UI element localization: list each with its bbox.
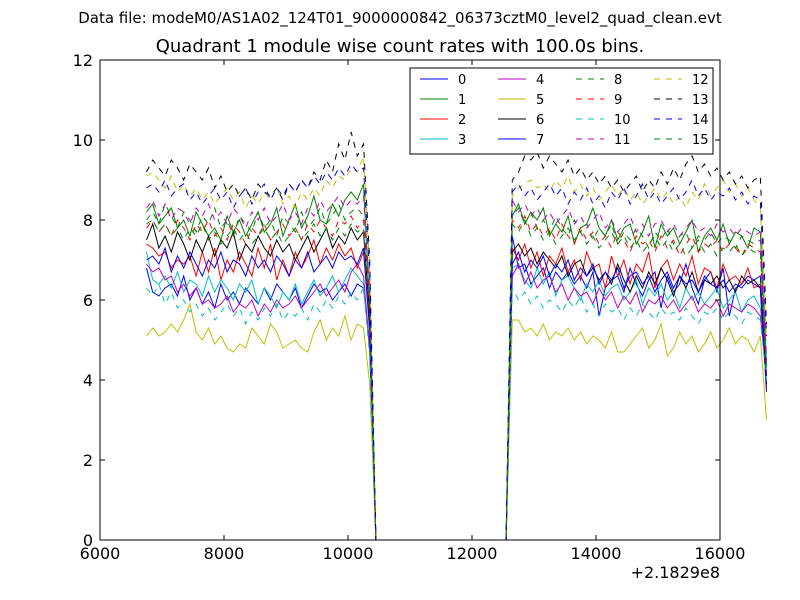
chart-suptitle: Data file: modeM0/AS1A02_124T01_90000008… [78,9,722,27]
series-line-6 [146,222,767,541]
y-tick-label: 6 [83,291,93,310]
y-tick-label: 0 [83,531,93,550]
legend-label-12: 12 [692,73,709,88]
series-line-10 [146,282,767,541]
legend-label-10: 10 [614,113,631,128]
legend-label-15: 15 [692,133,709,148]
x-tick-label: 14000 [571,544,622,563]
series-line-5 [146,302,767,541]
legend-label-4: 4 [536,73,544,88]
y-tick-label: 4 [83,371,93,390]
y-tick-label: 2 [83,451,93,470]
legend-label-1: 1 [458,93,466,108]
legend-label-14: 14 [692,113,709,128]
legend-label-9: 9 [614,93,622,108]
y-tick-label: 10 [73,131,93,150]
legend-label-0: 0 [458,73,466,88]
x-tick-label: 6000 [80,544,121,563]
legend-label-11: 11 [614,133,631,148]
x-tick-label: 10000 [323,544,374,563]
legend-label-6: 6 [536,113,544,128]
series-line-11 [146,194,767,541]
series-line-13 [146,131,767,541]
series-line-4 [146,262,767,541]
y-tick-label: 8 [83,211,93,230]
legend-label-7: 7 [536,133,544,148]
x-tick-label: 12000 [447,544,498,563]
legend-label-5: 5 [536,93,544,108]
legend-label-13: 13 [692,93,709,108]
legend-box [409,67,714,155]
x-offset-label: +2.1829e8 [631,563,720,582]
chart-title: Quadrant 1 module wise count rates with … [155,36,645,57]
y-tick-label: 12 [73,51,93,70]
series-line-1 [146,183,767,541]
legend-label-8: 8 [614,73,622,88]
legend-label-3: 3 [458,133,466,148]
series-layer [146,131,767,541]
x-tick-label: 8000 [204,544,245,563]
series-line-15 [146,218,767,541]
x-tick-label: 16000 [695,544,746,563]
legend-label-2: 2 [458,113,466,128]
series-line-0 [146,235,767,541]
series-line-14 [146,163,767,541]
series-line-8 [146,202,767,541]
